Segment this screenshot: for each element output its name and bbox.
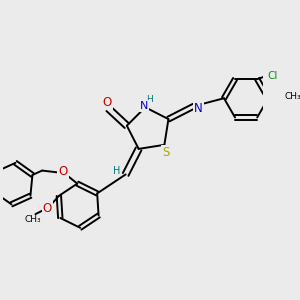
Text: Cl: Cl [268,71,278,82]
Text: N: N [194,102,203,115]
Text: H: H [146,95,152,104]
Text: H: H [113,166,120,176]
Text: N: N [140,101,148,111]
Text: CH₃: CH₃ [25,215,41,224]
Text: O: O [58,165,68,178]
Text: S: S [162,146,169,159]
Text: CH₃: CH₃ [285,92,300,101]
Text: O: O [43,202,52,215]
Text: O: O [103,96,112,109]
